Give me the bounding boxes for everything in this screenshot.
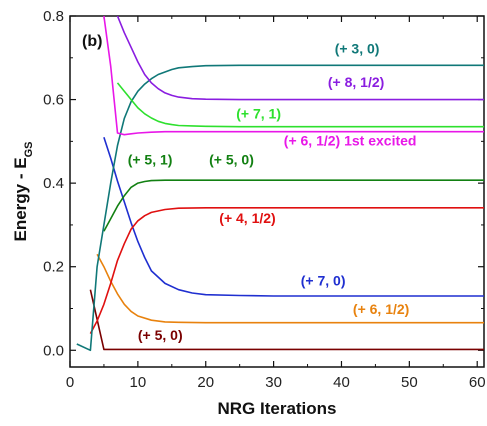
y-tick-label: 0.4 — [43, 175, 64, 192]
series-line — [96, 253, 484, 324]
series-line — [89, 289, 484, 351]
y-axis-title-main: Energy - E — [11, 157, 30, 241]
series-label: (+ 5, 1) — [128, 151, 173, 167]
series-label: (+ 3, 0) — [335, 41, 380, 57]
x-tick-label: 30 — [265, 374, 282, 391]
series-label: (+ 7, 1) — [236, 105, 281, 121]
plot-frame — [69, 15, 485, 368]
series-label: (+ 7, 0) — [301, 273, 346, 289]
y-tick-label: 0.6 — [43, 92, 64, 109]
series-label: (+ 8, 1/2) — [328, 74, 384, 90]
series-label: (+ 4, 1/2) — [219, 210, 275, 226]
series-line — [76, 64, 484, 352]
series-label: (+ 5, 0) — [209, 151, 254, 167]
y-axis-title: Energy - EGS — [11, 142, 35, 242]
series-line — [103, 16, 484, 136]
series-line — [103, 136, 484, 297]
series-line — [89, 207, 484, 334]
x-tick-label: 0 — [66, 374, 74, 391]
series-label: (+ 5, 0) — [138, 327, 183, 343]
y-tick-label: 0.8 — [43, 8, 64, 25]
panel-label: (b) — [82, 33, 102, 50]
series-line — [116, 82, 484, 128]
series-line — [103, 179, 484, 232]
series-label: (+ 6, 1/2) 1st excited — [284, 133, 417, 149]
x-tick-label: 20 — [197, 374, 214, 391]
x-tick-label: 60 — [469, 374, 486, 391]
x-tick-label: 40 — [333, 374, 350, 391]
x-axis-title: NRG Iterations — [217, 399, 336, 418]
x-tick-label: 50 — [401, 374, 418, 391]
axes: 0 10 20 30 40 50 60 0.0 0.2 0.4 0.6 0.8 — [43, 8, 485, 391]
y-tick-label: 0.2 — [43, 259, 64, 276]
y-axis-title-subscript: GS — [23, 142, 35, 158]
series-lines — [76, 16, 484, 352]
series-line — [116, 16, 484, 101]
series-labels: (+ 5, 0) (+ 6, 1/2) (+ 7, 0) (+ 4, 1/2) (+ 5… — [128, 41, 417, 343]
x-tick-label: 10 — [130, 374, 147, 391]
y-tick-label: 0.0 — [43, 342, 64, 359]
series-label: (+ 6, 1/2) — [353, 301, 409, 317]
